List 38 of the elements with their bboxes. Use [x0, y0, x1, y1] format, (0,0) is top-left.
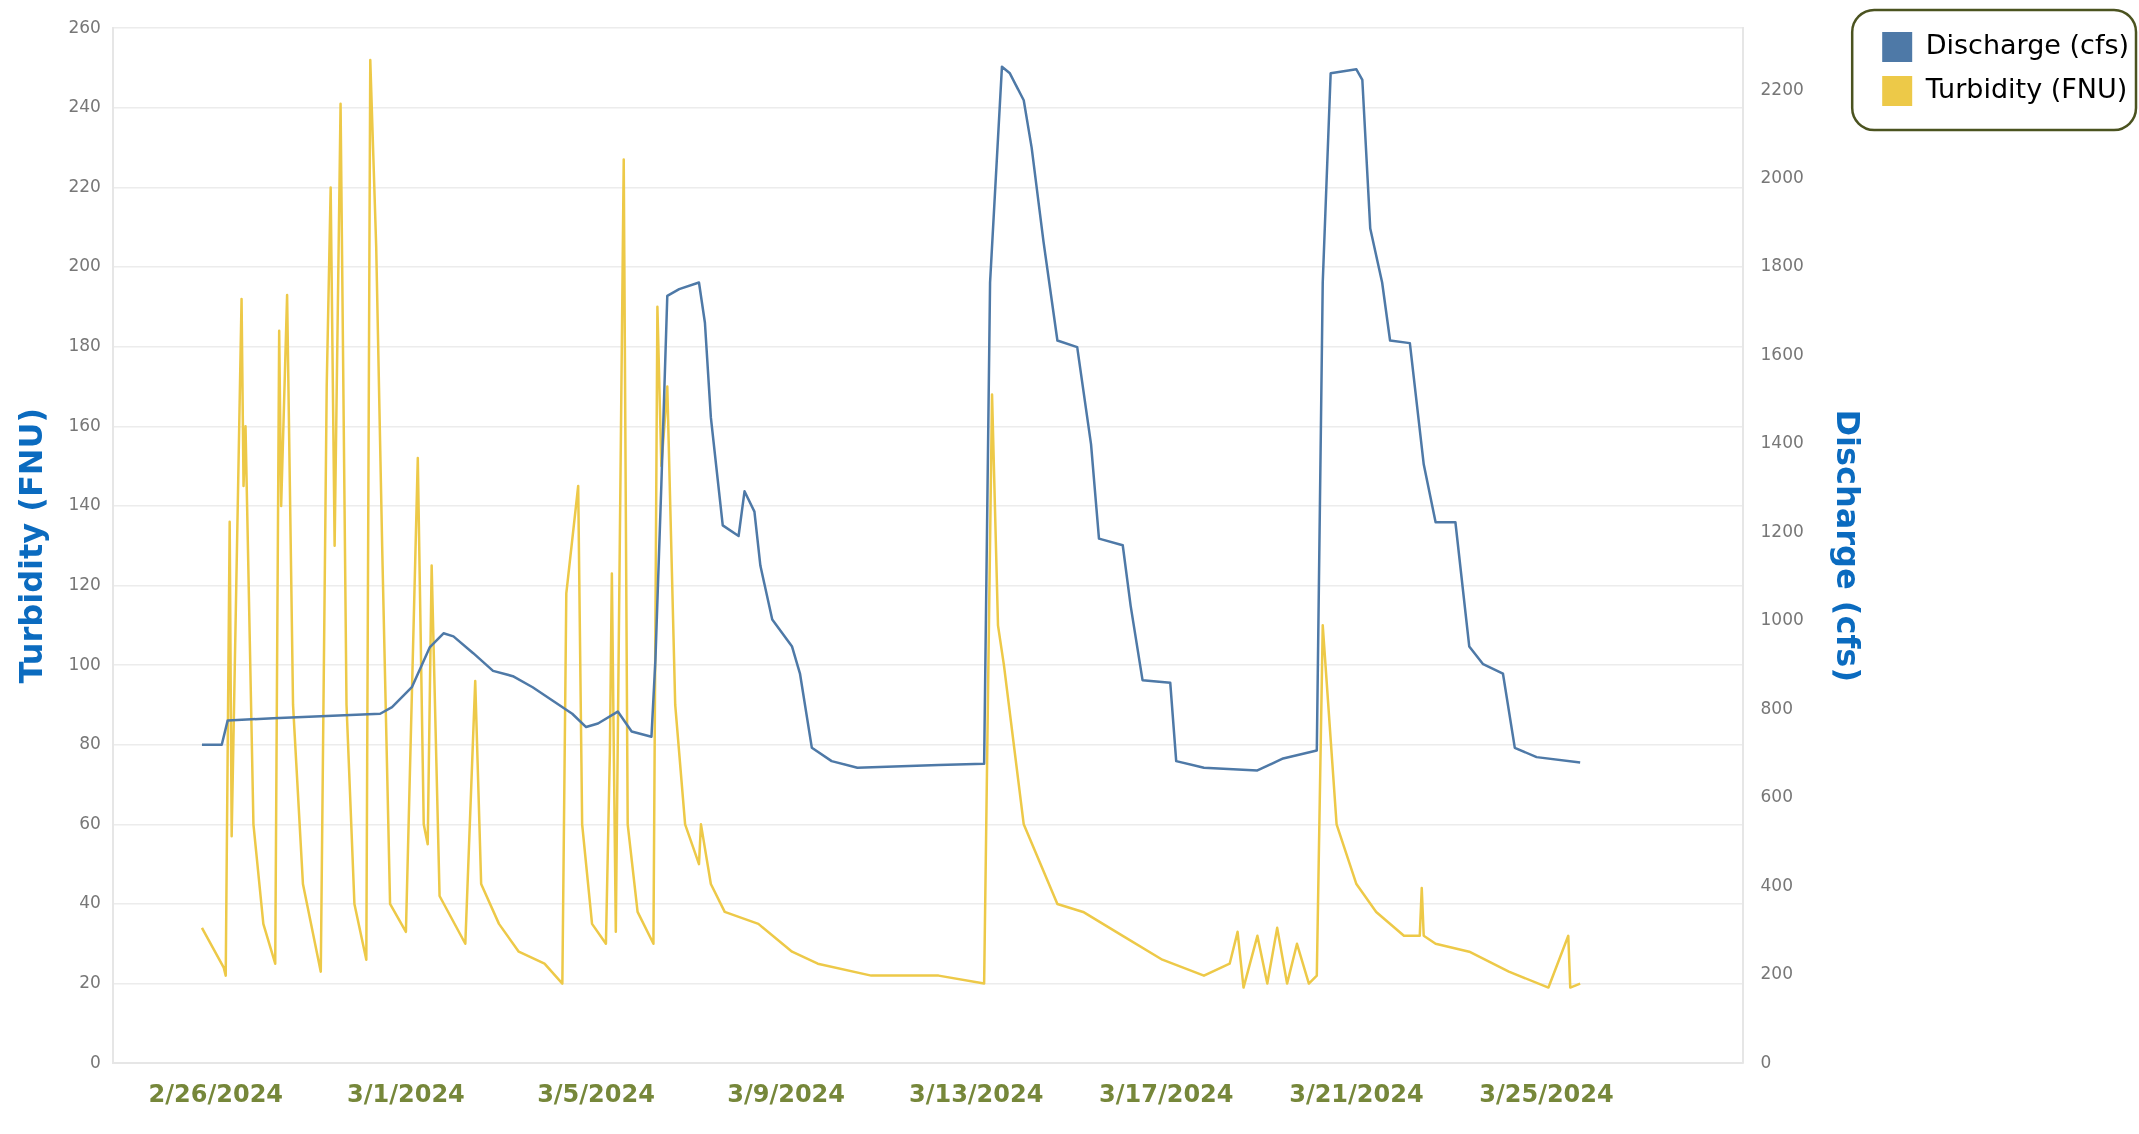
- x-tick-label: 2/26/2024: [148, 1079, 284, 1108]
- y-tick-label: 200: [68, 255, 101, 276]
- x-tick-label: 3/25/2024: [1479, 1079, 1614, 1108]
- y-tick-label: 260: [68, 16, 101, 37]
- y-tick-label: 160: [68, 414, 101, 435]
- x-tick-label: 3/5/2024: [537, 1079, 655, 1108]
- y2-tick-label: 800: [1760, 697, 1793, 718]
- y2-tick-label: 400: [1760, 874, 1793, 895]
- x-tick-label: 3/1/2024: [347, 1079, 465, 1108]
- y-tick-label: 220: [68, 175, 101, 196]
- x-tick-label: 3/17/2024: [1099, 1079, 1234, 1108]
- y-tick-label: 120: [68, 573, 101, 594]
- y2-tick-label: 0: [1760, 1051, 1772, 1072]
- y2-tick-label: 1200: [1760, 520, 1804, 541]
- legend-label: Discharge (cfs): [1925, 29, 2130, 61]
- x-tick-label: 3/9/2024: [727, 1079, 845, 1108]
- y2-tick-label: 1000: [1760, 609, 1804, 630]
- y2-tick-label: 1600: [1760, 343, 1804, 364]
- y-tick-label: 180: [68, 335, 101, 356]
- y2-tick-label: 200: [1760, 963, 1793, 984]
- y2-tick-label: 1400: [1760, 432, 1804, 453]
- y2-tick-label: 2000: [1760, 167, 1804, 188]
- x-tick-label: 3/13/2024: [908, 1079, 1044, 1108]
- y2-tick-label: 600: [1760, 786, 1793, 807]
- y-tick-label: 100: [68, 653, 101, 674]
- legend-label: Turbidity (FNU): [1924, 73, 2128, 105]
- y-tick-label: 140: [68, 494, 101, 515]
- x-tick-label: 3/21/2024: [1289, 1079, 1424, 1108]
- y2-axis-title: Discharge (cfs): [1828, 409, 1867, 683]
- y2-tick-label: 1800: [1760, 255, 1804, 276]
- y-tick-label: 20: [79, 972, 101, 993]
- y-axis-title: Turbidity (FNU): [11, 407, 50, 684]
- y-tick-label: 60: [79, 812, 101, 833]
- y2-tick-label: 2200: [1760, 78, 1804, 99]
- y-tick-label: 240: [68, 96, 101, 117]
- y-tick-label: 80: [79, 733, 101, 754]
- y-tick-label: 40: [79, 892, 101, 913]
- y-tick-label: 0: [90, 1051, 101, 1072]
